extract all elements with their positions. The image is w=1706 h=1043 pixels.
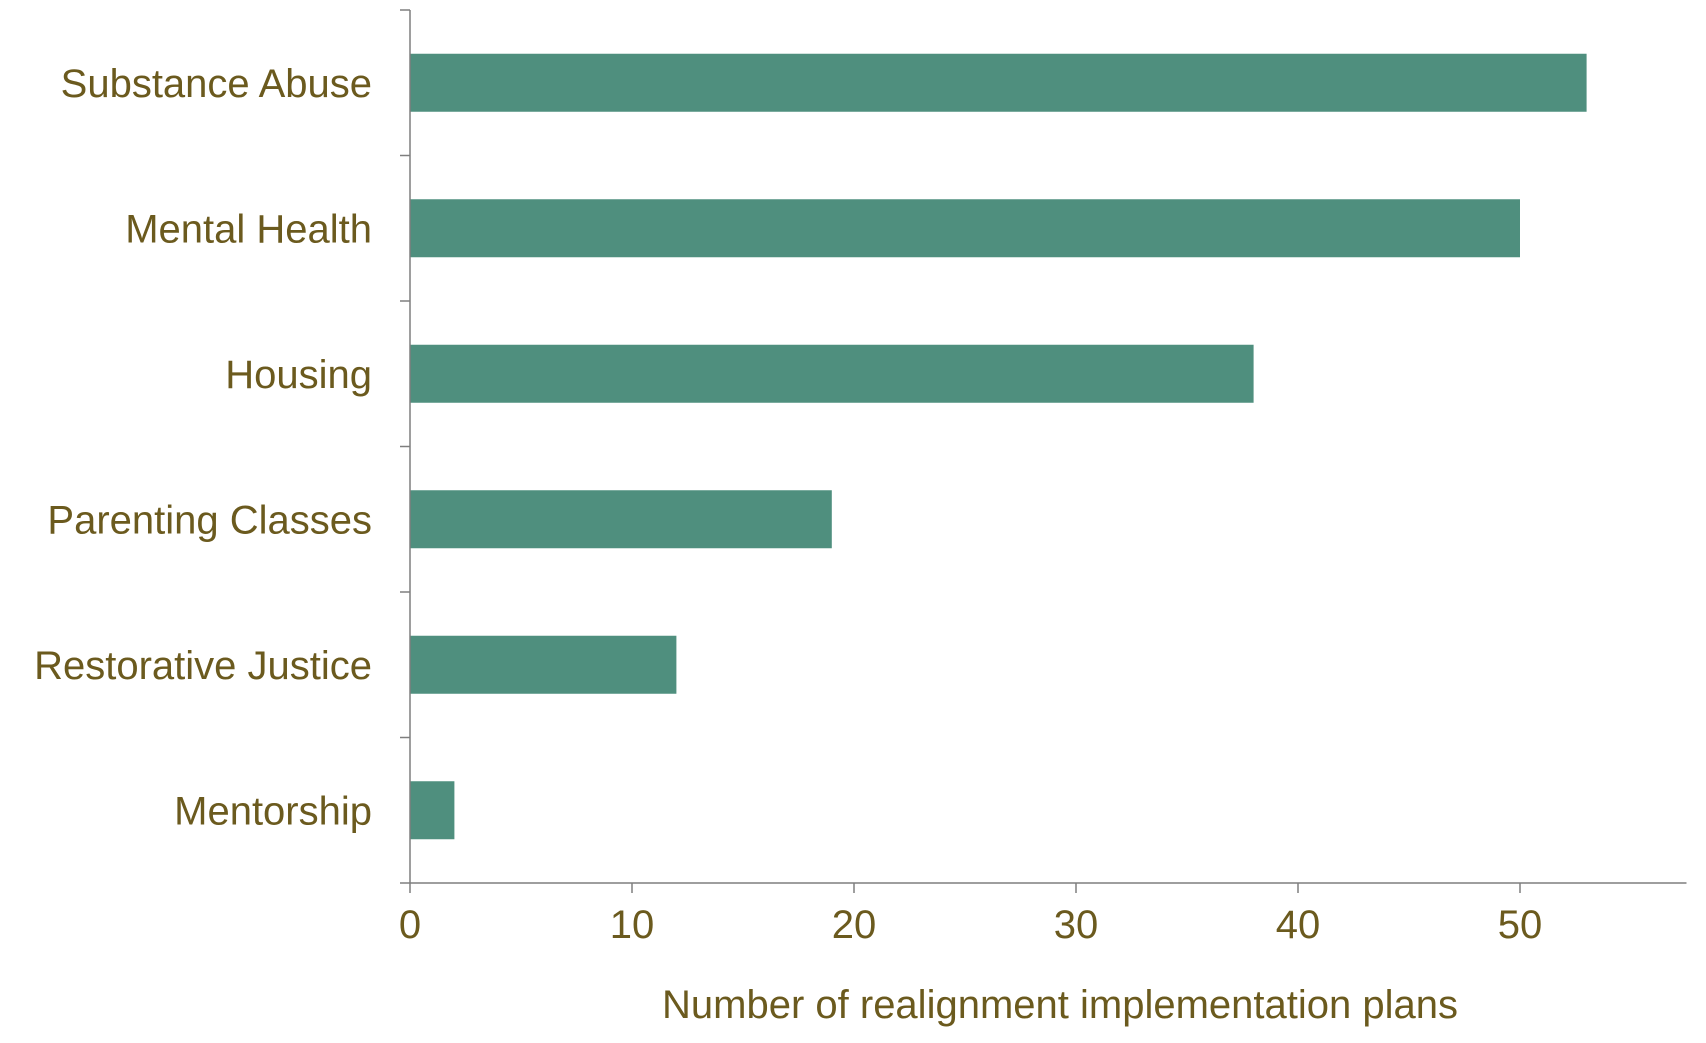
category-label-substance-abuse: Substance Abuse — [61, 62, 372, 106]
x-tick-label: 10 — [610, 903, 655, 947]
bar-mental-health — [410, 199, 1520, 258]
bar-mentorship — [410, 781, 455, 840]
x-tick-label: 0 — [399, 903, 421, 947]
category-label-mentorship: Mentorship — [174, 789, 372, 833]
labels-layer: Substance Abuse Mental Health Housing Paren… — [34, 62, 1542, 947]
bar-housing — [410, 344, 1254, 403]
x-axis-title: Number of realignment implementation pla… — [662, 983, 1458, 1027]
category-label-restorative-justice: Restorative Justice — [34, 644, 372, 688]
x-tick-label: 20 — [832, 903, 877, 947]
x-tick-label: 40 — [1276, 903, 1321, 947]
bar-substance-abuse — [410, 53, 1587, 112]
axis-layer — [400, 9, 1687, 893]
x-tick-label: 30 — [1054, 903, 1099, 947]
category-label-housing: Housing — [225, 353, 372, 397]
category-label-parenting-classes: Parenting Classes — [47, 498, 372, 542]
bars-layer — [410, 53, 1587, 840]
bar-restorative-justice — [410, 635, 677, 694]
x-tick-label: 50 — [1498, 903, 1543, 947]
category-label-mental-health: Mental Health — [125, 207, 372, 251]
bar-parenting-classes — [410, 490, 832, 549]
